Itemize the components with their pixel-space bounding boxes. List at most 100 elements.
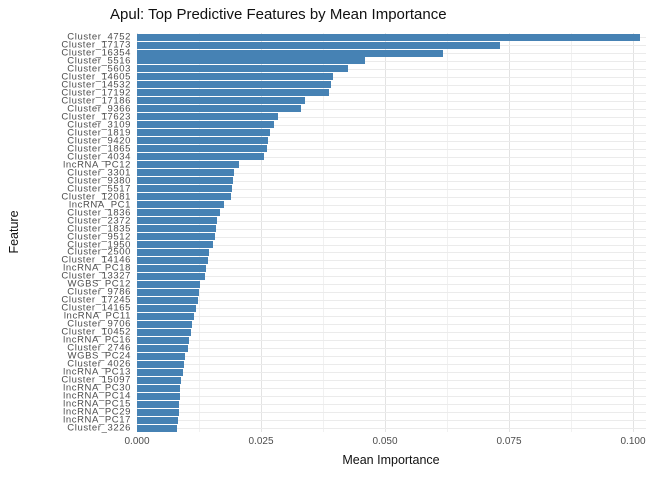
bar bbox=[137, 296, 198, 304]
row-gridline bbox=[137, 292, 646, 294]
chart-title: Apul: Top Predictive Features by Mean Im… bbox=[110, 6, 447, 23]
row-gridline bbox=[137, 420, 646, 421]
row-gridline bbox=[137, 100, 646, 102]
bar bbox=[137, 424, 178, 432]
y-tick-label: lncRNA_PC16 bbox=[63, 334, 131, 346]
bar bbox=[137, 288, 199, 296]
minor-gridline bbox=[323, 33, 324, 432]
row-gridline bbox=[137, 372, 646, 374]
y-tick-label: Cluster_14146 bbox=[61, 254, 131, 266]
y-tick-label: Cluster_17245 bbox=[61, 294, 131, 306]
bar bbox=[137, 408, 179, 416]
bar bbox=[137, 89, 329, 97]
y-tick-label: Cluster_1865 bbox=[67, 143, 131, 155]
y-tick-label: Cluster_2746 bbox=[67, 342, 131, 354]
bar bbox=[137, 312, 194, 320]
major-gridline bbox=[137, 33, 138, 432]
bar bbox=[137, 41, 501, 49]
row-gridline bbox=[137, 316, 646, 318]
bar bbox=[137, 193, 231, 201]
row-gridline bbox=[137, 68, 646, 70]
bar bbox=[137, 137, 268, 145]
y-tick-label: Cluster_10452 bbox=[61, 326, 131, 338]
x-axis-title: Mean Importance bbox=[342, 453, 440, 467]
bar bbox=[137, 376, 182, 384]
y-tick-label: lncRNA_PC29 bbox=[63, 406, 131, 418]
bar bbox=[137, 129, 270, 137]
bar bbox=[137, 153, 264, 161]
row-gridline bbox=[137, 340, 646, 342]
bar bbox=[137, 256, 208, 264]
y-tick-label: Cluster_9420 bbox=[67, 135, 131, 147]
y-tick-label: Cluster_5516 bbox=[67, 55, 131, 67]
y-tick-label: lncRNA_PC11 bbox=[63, 310, 131, 322]
bar bbox=[137, 344, 189, 352]
bar bbox=[137, 105, 302, 113]
y-tick-label: Cluster_9706 bbox=[67, 318, 131, 330]
row-gridline bbox=[137, 140, 646, 142]
y-tick-label: Cluster_2372 bbox=[67, 215, 131, 226]
y-tick-label: lncRNA_PC18 bbox=[63, 262, 131, 274]
row-gridline bbox=[137, 228, 646, 230]
row-gridline bbox=[137, 412, 646, 413]
y-tick-label: WGBS_PC12 bbox=[67, 278, 131, 290]
bar bbox=[137, 169, 235, 177]
minor-gridline bbox=[199, 33, 200, 432]
bar bbox=[137, 272, 205, 280]
minor-gridline bbox=[571, 33, 572, 432]
row-gridline bbox=[137, 268, 646, 270]
bar bbox=[137, 161, 240, 169]
y-tick-label: Cluster_15097 bbox=[61, 374, 131, 386]
y-tick-label: lncRNA_PC12 bbox=[63, 159, 131, 171]
bar bbox=[137, 201, 225, 209]
minor-gridline bbox=[447, 33, 448, 432]
y-tick-label: Cluster_14165 bbox=[61, 302, 131, 314]
bar bbox=[137, 248, 209, 256]
major-gridline bbox=[509, 33, 510, 432]
y-tick-label: Cluster_12081 bbox=[61, 191, 131, 203]
row-gridline bbox=[137, 236, 646, 238]
row-gridline bbox=[137, 252, 646, 254]
row-gridline bbox=[137, 348, 646, 350]
bar bbox=[137, 33, 641, 41]
y-tick-label: Cluster_3226 bbox=[67, 422, 131, 434]
row-gridline bbox=[137, 356, 646, 358]
bar bbox=[137, 49, 443, 57]
bar bbox=[137, 225, 216, 232]
row-gridline bbox=[137, 148, 646, 150]
y-tick-label: lncRNA_PC17 bbox=[63, 414, 131, 426]
bar bbox=[137, 328, 192, 336]
row-gridline bbox=[137, 332, 646, 334]
bar bbox=[137, 360, 184, 368]
bar bbox=[137, 416, 178, 424]
y-tick-label: Cluster_3301 bbox=[67, 167, 131, 179]
row-gridline bbox=[137, 132, 646, 134]
y-tick-label: Cluster_9512 bbox=[67, 231, 131, 242]
row-gridline bbox=[137, 172, 646, 174]
bar bbox=[137, 264, 206, 272]
bar bbox=[137, 217, 217, 224]
bar bbox=[137, 65, 348, 73]
row-gridline bbox=[137, 124, 646, 126]
bar bbox=[137, 57, 366, 65]
bar bbox=[137, 400, 179, 408]
bar bbox=[137, 233, 216, 240]
bar bbox=[137, 352, 186, 360]
row-gridline bbox=[137, 244, 646, 246]
major-gridline bbox=[261, 33, 262, 432]
row-gridline bbox=[137, 404, 646, 406]
row-gridline bbox=[137, 116, 646, 118]
row-gridline bbox=[137, 388, 646, 390]
row-gridline bbox=[137, 108, 646, 110]
row-gridline bbox=[137, 364, 646, 366]
bar bbox=[137, 320, 193, 328]
row-gridline bbox=[137, 76, 646, 78]
bar bbox=[137, 368, 184, 376]
row-gridline bbox=[137, 428, 646, 429]
y-tick-label: Cluster_4752 bbox=[67, 31, 131, 43]
row-gridline bbox=[137, 60, 646, 62]
bar bbox=[137, 185, 233, 193]
row-gridline bbox=[137, 156, 646, 158]
major-gridline bbox=[385, 33, 386, 432]
x-tick-label: 0.050 bbox=[372, 436, 398, 447]
